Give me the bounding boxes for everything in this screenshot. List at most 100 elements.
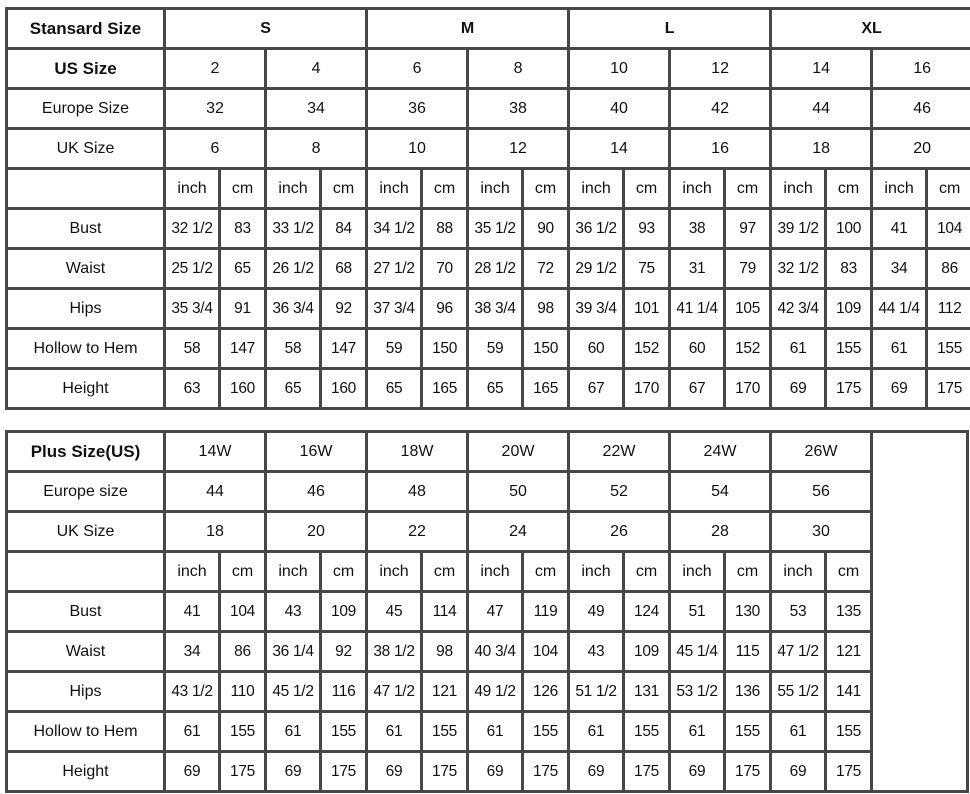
measurement-value: 65 [264, 367, 322, 410]
measurement-value: 34 [870, 247, 929, 290]
size-header: 20W [466, 430, 570, 473]
size-value: 12 [668, 47, 773, 90]
measurement-value: 83 [824, 247, 874, 290]
unit-label: inch [264, 550, 322, 593]
measurement-value: 29 1/2 [567, 247, 626, 290]
measurement-value: 93 [622, 207, 672, 250]
size-group-header: S [162, 7, 369, 50]
measurement-value: 175 [622, 750, 671, 793]
measurement-value: 150 [521, 327, 571, 370]
measurement-value: 150 [420, 327, 470, 370]
measurement-value: 68 [318, 247, 369, 290]
measurement-value: 45 [365, 590, 423, 633]
row-label: Waist [5, 247, 166, 290]
measurement-value: 70 [420, 247, 470, 290]
size-value: 6 [365, 47, 470, 90]
measurement-row: Hips 43 1/2 110 45 1/2 116 47 1/2 121 49 1/2 126… [5, 670, 968, 713]
size-header: 14W [163, 430, 267, 473]
measurement-value: 155 [824, 327, 874, 370]
size-value: 36 [365, 87, 470, 130]
measurement-value: 97 [723, 207, 773, 250]
size-value: 18 [163, 510, 267, 553]
unit-label: cm [420, 167, 470, 210]
measurement-value: 170 [723, 367, 773, 410]
measurement-value: 114 [420, 590, 469, 633]
measurement-value: 130 [723, 590, 772, 633]
measurement-value: 61 [668, 710, 726, 753]
measurement-value: 61 [567, 710, 625, 753]
row-label: Hips [5, 670, 166, 713]
measurement-value: 49 1/2 [466, 670, 524, 713]
measurement-value: 28 1/2 [466, 247, 525, 290]
measurement-value: 34 1/2 [365, 207, 424, 250]
measurement-value: 91 [218, 287, 267, 330]
size-header: 22W [567, 430, 671, 473]
measurement-row: Hollow to Hem 58 147 58 147 59 150 59 150 60 152 60… [5, 327, 970, 370]
row-label: Bust [5, 590, 166, 633]
measurement-value: 59 [466, 327, 525, 370]
measurement-value: 155 [622, 710, 671, 753]
unit-label: cm [824, 167, 874, 210]
size-value: 44 [769, 87, 874, 130]
measurement-value: 53 1/2 [668, 670, 726, 713]
measurement-value: 43 [264, 590, 322, 633]
measurement-value: 69 [163, 750, 221, 793]
measurement-value: 60 [567, 327, 626, 370]
measurement-value: 152 [622, 327, 672, 370]
size-header: 16W [264, 430, 368, 473]
unit-label: cm [824, 550, 873, 593]
measurement-value: 36 1/4 [264, 630, 322, 673]
size-value: 12 [466, 127, 571, 170]
measurement-value: 112 [925, 287, 970, 330]
unit-label: inch [668, 167, 727, 210]
measurement-value: 98 [521, 287, 571, 330]
measurement-value: 69 [668, 750, 726, 793]
measurement-value: 65 [466, 367, 525, 410]
size-value: 54 [668, 470, 772, 513]
size-row: UK Size 6 8 10 12 14 16 18 20 [5, 127, 970, 170]
size-group-header: M [365, 7, 571, 50]
measurement-value: 32 1/2 [163, 207, 221, 250]
measurement-value: 38 3/4 [466, 287, 525, 330]
measurement-value: 69 [567, 750, 625, 793]
size-value: 14 [769, 47, 874, 90]
size-value: 10 [365, 127, 470, 170]
size-value: 4 [263, 47, 369, 90]
measurement-value: 65 [218, 247, 267, 290]
measurement-value: 92 [318, 287, 369, 330]
size-row: UK Size 18 20 22 24 26 28 30 [5, 510, 968, 553]
measurement-value: 26 1/2 [264, 247, 322, 290]
size-value: 28 [668, 510, 772, 553]
unit-label: inch [769, 550, 827, 593]
measurement-value: 175 [420, 750, 469, 793]
measurement-value: 47 1/2 [365, 670, 423, 713]
size-value: 14 [567, 127, 672, 170]
measurement-value: 39 1/2 [769, 207, 828, 250]
row-label: Waist [5, 630, 166, 673]
measurement-value: 39 3/4 [567, 287, 626, 330]
size-value: 46 [264, 470, 368, 513]
measurement-value: 83 [218, 207, 267, 250]
measurement-row: Bust 41 104 43 109 45 114 47 119 49 124 51 130 53 135 [5, 590, 968, 633]
measurement-value: 59 [365, 327, 424, 370]
measurement-value: 160 [318, 367, 369, 410]
row-label: UK Size [5, 127, 166, 170]
unit-label: inch [365, 550, 423, 593]
row-label: Height [5, 367, 166, 410]
measurement-value: 124 [622, 590, 671, 633]
unit-label: cm [218, 550, 267, 593]
measurement-value: 36 1/2 [567, 207, 626, 250]
measurement-value: 175 [723, 750, 772, 793]
measurement-value: 41 [870, 207, 929, 250]
measurement-value: 53 [769, 590, 827, 633]
size-header: 18W [365, 430, 469, 473]
measurement-row: Bust 32 1/2 83 33 1/2 84 34 1/2 88 35 1/2 90 36 1… [5, 207, 970, 250]
size-value: 20 [870, 127, 970, 170]
measurement-value: 119 [521, 590, 570, 633]
measurement-value: 37 3/4 [365, 287, 424, 330]
measurement-value: 51 1/2 [567, 670, 625, 713]
measurement-value: 155 [723, 710, 772, 753]
measurement-value: 136 [723, 670, 772, 713]
size-value: 52 [567, 470, 671, 513]
size-value: 8 [466, 47, 571, 90]
